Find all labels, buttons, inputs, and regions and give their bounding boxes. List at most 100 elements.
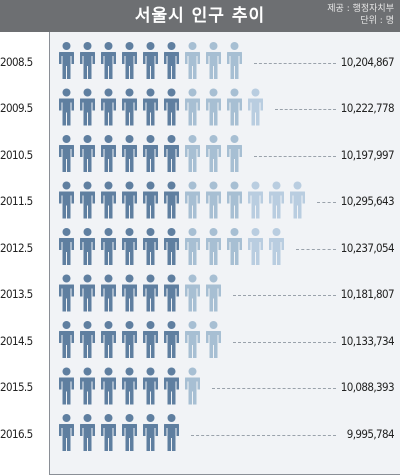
person-icon (59, 135, 74, 172)
person-icon (143, 181, 158, 219)
person-icon (227, 88, 242, 126)
person-icon (122, 228, 137, 265)
person-icon (227, 135, 242, 172)
leader-line (212, 388, 336, 389)
person-icon (290, 181, 305, 219)
person-icon (101, 274, 116, 312)
person-icon (59, 274, 74, 312)
person-icon (164, 181, 179, 219)
person-icon (185, 135, 200, 172)
person-icon (206, 321, 221, 358)
leader-line (191, 434, 336, 436)
person-icon (122, 274, 137, 312)
row-value-label: 10,204,867 (340, 54, 395, 69)
person-icon (185, 274, 200, 312)
person-icon (122, 181, 137, 219)
person-icon (59, 228, 74, 265)
person-icon (143, 135, 158, 172)
person-icon (122, 321, 137, 358)
person-icon (80, 367, 95, 405)
person-icon (164, 135, 179, 172)
person-icon (227, 228, 242, 265)
row-value-label: 10,197,997 (340, 147, 395, 162)
person-icon-row (59, 367, 200, 405)
person-icon (122, 135, 137, 172)
leader-line (296, 248, 336, 250)
person-icon (248, 88, 263, 126)
row-year-label: 2009.5 (0, 101, 33, 115)
person-icon (101, 414, 116, 451)
person-icon (80, 414, 95, 451)
person-icon (59, 414, 74, 451)
person-icon (164, 414, 179, 451)
person-icon (80, 274, 95, 312)
person-icon (143, 414, 158, 451)
row-year-label: 2015.5 (0, 380, 33, 394)
person-icon (80, 321, 95, 358)
person-icon (59, 367, 74, 405)
row-year-label: 2014.5 (0, 333, 33, 348)
person-icon (248, 181, 263, 219)
person-icon (80, 88, 95, 126)
person-icon (80, 135, 95, 172)
source-note: 제공 : 행정자치부 단위 : 명 (264, 3, 394, 27)
person-icon-row (59, 42, 242, 79)
person-icon (101, 181, 116, 219)
person-icon (227, 42, 242, 79)
person-icon (206, 135, 221, 172)
leader-line (317, 202, 336, 203)
person-icon (101, 367, 116, 405)
person-icon (185, 42, 200, 79)
person-icon (101, 135, 116, 172)
person-icon (101, 42, 116, 79)
person-icon-row (59, 228, 284, 265)
leader-line (233, 341, 336, 343)
person-icon (185, 321, 200, 358)
person-icon (185, 181, 200, 219)
person-icon-row (59, 135, 242, 172)
leader-line (254, 62, 336, 64)
person-icon (80, 228, 95, 265)
row-value-label: 10,295,643 (340, 194, 395, 208)
person-icon (122, 414, 137, 451)
person-icon (143, 274, 158, 312)
person-icon (80, 42, 95, 79)
header-bar (0, 0, 400, 32)
unit-line: 단위 : 명 (360, 16, 394, 26)
person-icon (59, 321, 74, 358)
row-value-label: 10,237,054 (340, 240, 395, 255)
person-icon-row (59, 88, 263, 126)
person-icon (122, 88, 137, 126)
person-icon (164, 228, 179, 265)
person-icon (206, 228, 221, 265)
row-year-label: 2012.5 (0, 240, 33, 255)
person-icon (164, 274, 179, 312)
person-icon-row (59, 181, 305, 219)
person-icon (59, 42, 74, 79)
person-icon (80, 181, 95, 219)
person-icon (143, 321, 158, 358)
person-icon (269, 181, 284, 219)
person-icon (164, 88, 179, 126)
person-icon (248, 228, 263, 265)
person-icon (143, 88, 158, 126)
source-line: 제공 : 행정자치부 (327, 4, 394, 14)
person-icon (101, 88, 116, 126)
row-value-label: 10,133,734 (340, 333, 395, 348)
person-icon (101, 228, 116, 265)
person-icon (164, 367, 179, 405)
leader-line (233, 295, 336, 296)
chart-title: 서울시 인구 추이 (134, 6, 266, 26)
person-icon (59, 181, 74, 219)
person-icon (164, 321, 179, 358)
person-icon (164, 42, 179, 79)
person-icon (206, 42, 221, 79)
person-icon-row (59, 274, 221, 312)
person-icon (185, 88, 200, 126)
person-icon (206, 88, 221, 126)
leader-line (275, 109, 336, 110)
row-value-label: 10,181,807 (340, 287, 395, 301)
person-icon (227, 181, 242, 219)
